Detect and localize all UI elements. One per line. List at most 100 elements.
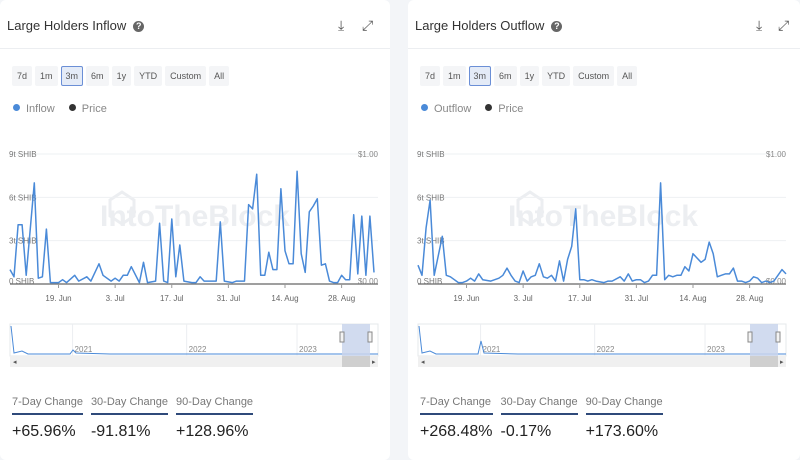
scroll-left-icon[interactable]: ◂	[13, 359, 17, 366]
x-tick-label: 14. Aug	[679, 294, 706, 303]
y2-tick-label: $1.00	[358, 150, 379, 159]
stat-0: 7-Day Change +268.48%	[420, 396, 493, 441]
range-button-3m[interactable]: 3m	[60, 66, 84, 86]
stat-0: 7-Day Change +65.96%	[12, 396, 83, 441]
range-button-1y[interactable]: 1y	[519, 66, 540, 86]
range-button-6m[interactable]: 6m	[494, 66, 517, 86]
scroll-right-icon[interactable]: ▸	[372, 359, 376, 366]
stat-value: +128.96%	[176, 423, 249, 440]
stat-value: +268.48%	[420, 423, 493, 440]
y-tick-label: 3t SHIB	[417, 237, 445, 246]
x-tick-label: 3. Jul	[106, 294, 125, 303]
stat-value: -91.81%	[90, 423, 151, 440]
legend-item[interactable]: Outflow	[421, 103, 471, 115]
y-tick-label: 0 SHIB	[417, 277, 442, 286]
range-button-custom[interactable]: Custom	[165, 66, 207, 86]
download-icon[interactable]: ⤓	[338, 17, 345, 33]
navigator-series	[418, 325, 786, 355]
legend-dot-icon	[485, 104, 493, 111]
navigator-year-label: 2023	[707, 345, 725, 354]
y-tick-label: 9t SHIB	[417, 150, 445, 159]
range-button-7d[interactable]: 7d	[420, 66, 441, 86]
navigator-year-label: 2022	[597, 345, 615, 354]
legend-label: Inflow	[26, 103, 55, 115]
stat-value: +65.96%	[12, 423, 76, 440]
x-tick-label: 3. Jul	[514, 294, 533, 303]
scrollbar-thumb[interactable]	[342, 356, 370, 367]
expand-icon[interactable]: ⤢	[362, 17, 374, 33]
expand-icon[interactable]: ⤢	[778, 17, 790, 33]
scrollbar-track[interactable]	[10, 356, 378, 367]
y2-tick-label: $0.00	[766, 277, 787, 286]
navigator-selection[interactable]	[342, 324, 370, 356]
range-button-1m[interactable]: 1m	[35, 66, 58, 86]
range-button-ytd[interactable]: YTD	[542, 66, 571, 86]
watermark-icon	[516, 190, 544, 226]
stat-value: +173.60%	[585, 423, 659, 440]
navigator-year-label: 2023	[299, 345, 317, 354]
watermark-logo: IntoTheBlock	[100, 200, 290, 233]
legend-dot-icon	[421, 104, 428, 111]
stat-label: 7-Day Change	[12, 396, 83, 415]
range-button-all[interactable]: All	[617, 66, 638, 86]
range-button-1y[interactable]: 1y	[111, 66, 132, 86]
legend-dot-icon	[13, 104, 20, 111]
stat-value: -0.17%	[500, 423, 552, 440]
legend-item[interactable]: Inflow	[13, 103, 55, 115]
navigator-handle-right[interactable]	[775, 331, 781, 343]
range-button-ytd[interactable]: YTD	[134, 66, 163, 86]
x-tick-label: 17. Jul	[160, 294, 184, 303]
range-selector: 7d 1m 3m 6m 1y YTD Custom All	[12, 66, 230, 86]
y-tick-label: 6t SHIB	[9, 193, 37, 202]
legend-label: Outflow	[434, 103, 472, 115]
download-icon[interactable]: ⤓	[756, 17, 763, 33]
card-title: Large Holders Inflow?	[7, 18, 145, 33]
change-stats: 7-Day Change +65.96% 30-Day Change -91.81% 9…	[12, 396, 254, 441]
legend-label: Price	[498, 103, 524, 115]
legend-item[interactable]: Price	[485, 103, 523, 115]
change-stats: 7-Day Change +268.48% 30-Day Change -0.17% 9…	[420, 396, 663, 441]
range-button-3m[interactable]: 3m	[468, 66, 492, 86]
x-tick-label: 28. Aug	[328, 294, 355, 303]
stat-label: 30-Day Change	[500, 396, 578, 415]
watermark-icon	[108, 190, 136, 226]
x-tick-label: 19. Jun	[45, 294, 71, 303]
navigator-handle-left[interactable]	[339, 331, 345, 343]
legend-label: Price	[81, 103, 107, 115]
help-icon[interactable]: ?	[551, 21, 563, 32]
navigator-handle-left[interactable]	[747, 331, 753, 343]
navigator-year-label: 2021	[75, 345, 93, 354]
x-tick-label: 28. Aug	[736, 294, 763, 303]
y-tick-label: 0 SHIB	[9, 277, 34, 286]
range-selector: 7d 1m 3m 6m 1y YTD Custom All	[420, 66, 638, 86]
navigator-selection[interactable]	[750, 324, 778, 356]
scrollbar-track[interactable]	[418, 356, 786, 367]
stat-2: 90-Day Change +173.60%	[585, 396, 663, 441]
range-button-custom[interactable]: Custom	[573, 66, 615, 86]
stat-label: 90-Day Change	[585, 396, 663, 415]
stat-label: 7-Day Change	[420, 396, 493, 415]
range-button-6m[interactable]: 6m	[86, 66, 109, 86]
scrollbar-thumb[interactable]	[750, 356, 778, 367]
stat-label: 30-Day Change	[90, 396, 168, 415]
legend-item[interactable]: Price	[68, 103, 107, 115]
x-tick-label: 14. Aug	[271, 294, 298, 303]
range-button-all[interactable]: All	[209, 66, 230, 86]
title-text: Large Holders Outflow	[415, 18, 545, 33]
range-button-7d[interactable]: 7d	[12, 66, 33, 86]
series-line-inflow	[9, 170, 375, 284]
legend: Outflow Price	[421, 103, 523, 115]
x-tick-label: 31. Jul	[217, 294, 241, 303]
x-tick-label: 17. Jul	[568, 294, 592, 303]
range-button-1m[interactable]: 1m	[443, 66, 466, 86]
scroll-left-icon[interactable]: ◂	[421, 359, 425, 366]
header-divider	[408, 48, 800, 49]
y-tick-label: 9t SHIB	[9, 150, 37, 159]
x-tick-label: 31. Jul	[625, 294, 649, 303]
navigator-handle-right[interactable]	[367, 331, 373, 343]
help-icon[interactable]: ?	[133, 21, 145, 32]
scroll-right-icon[interactable]: ▸	[780, 359, 784, 366]
stat-1: 30-Day Change -0.17%	[500, 396, 578, 441]
